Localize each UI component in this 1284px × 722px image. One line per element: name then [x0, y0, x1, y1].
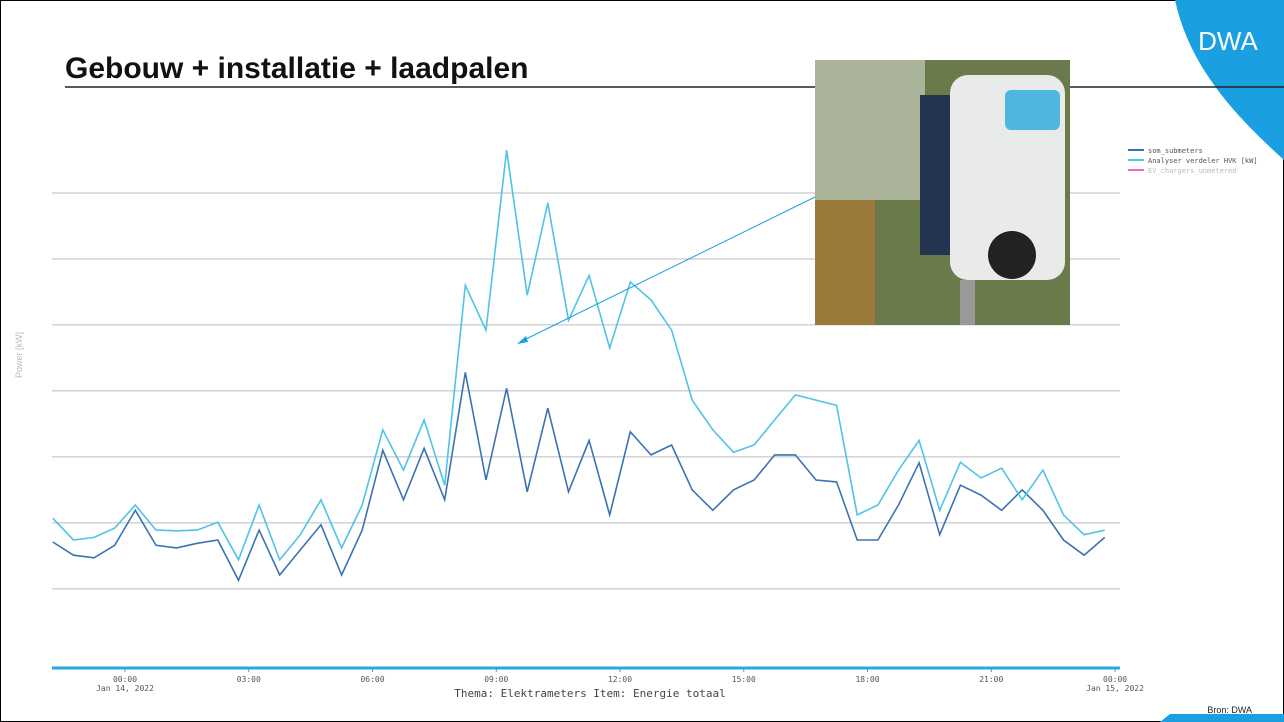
logo: DWA	[1198, 26, 1258, 56]
x-tick-sublabel: Jan 14, 2022	[96, 684, 154, 693]
x-tick-label: 09:00	[484, 675, 508, 684]
slide-border	[1, 1, 1284, 722]
x-tick-label: 12:00	[608, 675, 632, 684]
legend-label: som_submeters	[1148, 147, 1203, 155]
x-tick-label: 03:00	[237, 675, 261, 684]
y-axis-label: Power [kW]	[14, 332, 24, 378]
legend-label: EV_chargers_unmetered	[1148, 167, 1237, 175]
x-tick-label: 21:00	[979, 675, 1003, 684]
x-tick-label: 15:00	[732, 675, 756, 684]
x-tick-label: 00:00	[113, 675, 137, 684]
source: Bron: DWA	[1207, 705, 1252, 715]
x-tick-label: 00:00	[1103, 675, 1127, 684]
x-tick-label: 06:00	[360, 675, 384, 684]
photo	[815, 60, 1070, 325]
slide: DWA Gebouw + installatie + laadpalen Pow…	[0, 0, 1284, 722]
x-tick-label: 18:00	[855, 675, 879, 684]
corner-shape	[1160, 714, 1284, 722]
legend-label: Analyser verdeler HVK [kW]	[1148, 157, 1258, 165]
x-tick-sublabel: Jan 15, 2022	[1086, 684, 1144, 693]
x-axis-label: Thema: Elektrameters Item: Energie totaa…	[454, 687, 726, 700]
slide-title: Gebouw + installatie + laadpalen	[65, 52, 528, 85]
